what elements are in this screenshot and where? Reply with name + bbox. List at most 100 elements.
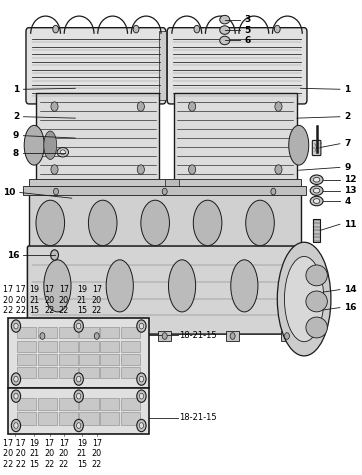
Circle shape	[14, 393, 18, 399]
Text: 3: 3	[244, 15, 250, 24]
Circle shape	[139, 376, 144, 382]
Circle shape	[40, 332, 45, 339]
Text: 22 22: 22 22	[3, 460, 26, 469]
Circle shape	[189, 165, 196, 174]
Text: 21: 21	[77, 296, 87, 305]
Ellipse shape	[220, 26, 230, 34]
Text: 10: 10	[3, 188, 16, 197]
Bar	[100, 341, 119, 352]
Ellipse shape	[310, 186, 323, 195]
Bar	[38, 412, 57, 425]
Circle shape	[51, 102, 58, 111]
Bar	[17, 367, 36, 378]
Ellipse shape	[306, 291, 327, 312]
Bar	[17, 341, 36, 352]
Text: 17: 17	[45, 285, 55, 294]
Text: 17: 17	[45, 439, 55, 448]
Text: 16: 16	[7, 250, 19, 259]
Circle shape	[51, 250, 59, 260]
Circle shape	[76, 376, 81, 382]
Ellipse shape	[106, 260, 133, 312]
Bar	[313, 218, 320, 242]
Bar	[159, 31, 167, 100]
Bar	[38, 367, 57, 378]
Text: 21: 21	[77, 449, 87, 458]
Circle shape	[53, 25, 59, 33]
Text: 15: 15	[29, 460, 39, 469]
Text: 17: 17	[59, 285, 69, 294]
Text: 6: 6	[244, 36, 250, 45]
Text: 5: 5	[244, 26, 250, 35]
Circle shape	[51, 165, 58, 174]
Ellipse shape	[310, 175, 323, 184]
Bar	[79, 367, 98, 378]
Ellipse shape	[24, 125, 44, 165]
Bar	[8, 318, 149, 388]
Ellipse shape	[289, 125, 309, 165]
Ellipse shape	[220, 36, 230, 45]
Text: 22: 22	[59, 460, 69, 469]
Circle shape	[271, 188, 276, 195]
Circle shape	[74, 419, 83, 432]
Ellipse shape	[231, 260, 258, 312]
Circle shape	[162, 332, 167, 339]
Ellipse shape	[57, 148, 68, 157]
Circle shape	[275, 165, 282, 174]
Ellipse shape	[277, 242, 331, 356]
Text: 1: 1	[13, 85, 19, 94]
Circle shape	[54, 188, 59, 195]
Bar	[90, 331, 103, 341]
Text: 2: 2	[344, 112, 350, 121]
Text: 20: 20	[59, 296, 69, 305]
Circle shape	[137, 320, 146, 332]
Text: 17 17: 17 17	[3, 285, 26, 294]
Text: 21: 21	[29, 296, 39, 305]
Bar	[121, 354, 140, 365]
Bar	[158, 331, 171, 341]
Text: 20: 20	[92, 296, 102, 305]
Text: 17: 17	[59, 439, 69, 448]
Bar	[100, 398, 119, 410]
Bar	[121, 398, 140, 410]
Circle shape	[285, 332, 290, 339]
Circle shape	[139, 393, 144, 399]
Bar	[281, 331, 293, 341]
Bar	[59, 341, 77, 352]
Ellipse shape	[285, 256, 324, 342]
Bar	[38, 327, 57, 338]
Text: 19: 19	[77, 285, 87, 294]
Circle shape	[76, 323, 81, 329]
Circle shape	[14, 376, 18, 382]
Bar	[29, 179, 300, 191]
Bar	[17, 398, 36, 410]
Text: 22: 22	[45, 460, 55, 469]
Text: 15: 15	[29, 306, 39, 315]
FancyBboxPatch shape	[167, 28, 307, 104]
Text: 15: 15	[77, 306, 87, 315]
Text: 20 20: 20 20	[3, 296, 26, 305]
Text: 20: 20	[92, 449, 102, 458]
Text: 22: 22	[59, 306, 69, 315]
Circle shape	[133, 25, 139, 33]
Text: 1: 1	[344, 85, 350, 94]
Bar	[79, 327, 98, 338]
FancyBboxPatch shape	[28, 246, 302, 334]
Bar	[38, 354, 57, 365]
Circle shape	[137, 419, 146, 432]
Text: 20: 20	[45, 449, 55, 458]
Circle shape	[137, 102, 144, 111]
Ellipse shape	[310, 196, 323, 206]
Bar	[59, 398, 77, 410]
Bar	[59, 412, 77, 425]
Circle shape	[189, 102, 196, 111]
Ellipse shape	[60, 150, 65, 155]
Ellipse shape	[313, 199, 320, 203]
Text: 4: 4	[344, 197, 350, 206]
Bar	[17, 412, 36, 425]
Bar	[174, 93, 297, 183]
Ellipse shape	[193, 200, 222, 246]
Bar	[38, 398, 57, 410]
FancyBboxPatch shape	[26, 28, 166, 104]
Ellipse shape	[220, 15, 230, 24]
Text: 13: 13	[344, 186, 357, 195]
